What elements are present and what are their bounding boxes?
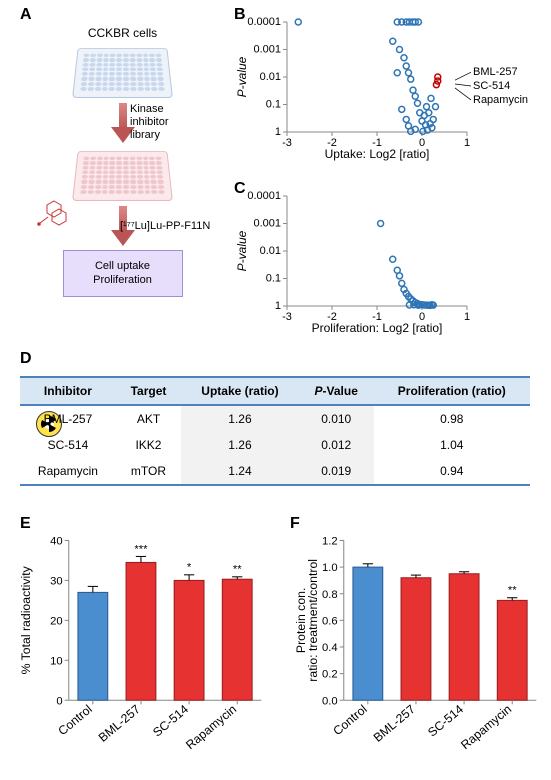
svg-text:0.0001: 0.0001 <box>247 16 281 28</box>
svg-text:SC-514: SC-514 <box>150 702 191 740</box>
svg-text:0.0001: 0.0001 <box>247 190 281 202</box>
svg-text:***: *** <box>134 543 148 555</box>
table-header-row: InhibitorTargetUptake (ratio)P-ValueProl… <box>20 377 530 405</box>
step1-label: Kinase inhibitor library <box>130 103 169 143</box>
volcano-plot-proliferation: -3-2-10110.10.010.0010.0001Proliferation… <box>232 184 497 354</box>
svg-text:0.4: 0.4 <box>322 642 338 654</box>
svg-text:1: 1 <box>464 137 470 149</box>
svg-text:ratio: treatment/control: ratio: treatment/control <box>306 559 320 682</box>
bar-chart-protein: 0.00.20.40.60.81.01.2Protein con.ratio: … <box>290 520 545 770</box>
svg-text:0.8: 0.8 <box>322 589 338 601</box>
svg-text:0.0: 0.0 <box>322 695 338 707</box>
plot-c-svg: -3-2-10110.10.010.0010.0001Proliferation… <box>232 184 532 354</box>
result-box: Cell uptake Proliferation <box>63 250 183 297</box>
svg-text:BML-257: BML-257 <box>473 66 518 78</box>
svg-text:*: * <box>187 562 192 574</box>
plot-f-svg: 0.00.20.40.60.81.01.2Protein con.ratio: … <box>290 520 545 776</box>
table-row: SC-514IKK21.260.0121.04 <box>20 432 530 458</box>
svg-text:0.01: 0.01 <box>260 71 281 83</box>
svg-text:1: 1 <box>464 311 470 323</box>
svg-text:20: 20 <box>50 615 63 627</box>
plate-treated <box>72 151 173 201</box>
svg-text:P-value: P-value <box>235 230 249 271</box>
step2-label: [¹⁷⁷Lu]Lu-PP-F11N <box>120 220 210 232</box>
svg-text:Control: Control <box>330 702 369 738</box>
svg-text:SC-514: SC-514 <box>473 80 510 92</box>
svg-text:10: 10 <box>50 655 63 667</box>
plate-untreated <box>72 48 173 98</box>
svg-text:SC-514: SC-514 <box>425 702 466 740</box>
svg-text:0.01: 0.01 <box>260 245 281 257</box>
inhibitor-table: InhibitorTargetUptake (ratio)P-ValueProl… <box>20 376 530 486</box>
bar-chart-radioactivity: 010203040% Total radioactivityControl***… <box>15 520 270 770</box>
result-box-text: Cell uptake Proliferation <box>93 260 152 286</box>
svg-text:BML-257: BML-257 <box>371 702 418 745</box>
cell-line-label: CCKBR cells <box>20 26 225 40</box>
svg-text:BML-257: BML-257 <box>96 702 143 745</box>
svg-text:Uptake: Log2 [ratio]: Uptake: Log2 [ratio] <box>325 147 430 161</box>
plot-e-svg: 010203040% Total radioactivityControl***… <box>15 520 270 776</box>
svg-text:**: ** <box>233 564 242 576</box>
svg-text:-3: -3 <box>282 311 292 323</box>
svg-text:**: ** <box>508 585 517 597</box>
svg-text:1: 1 <box>275 300 281 312</box>
svg-text:0: 0 <box>56 695 62 707</box>
svg-text:P-value: P-value <box>235 56 249 97</box>
svg-text:-3: -3 <box>282 137 292 149</box>
svg-text:Rapamycin: Rapamycin <box>183 702 239 752</box>
svg-text:1.2: 1.2 <box>322 536 338 548</box>
table-row: BML-257AKT1.260.0100.98 <box>20 405 530 432</box>
svg-text:30: 30 <box>50 576 63 588</box>
svg-text:0.1: 0.1 <box>266 273 281 285</box>
volcano-plot-uptake: -3-2-10110.10.010.0010.0001Uptake: Log2 … <box>232 10 497 180</box>
panel-a: CCKBR cells Kinase inhibitor library [¹⁷… <box>20 10 225 340</box>
svg-text:0.1: 0.1 <box>266 99 281 111</box>
svg-text:0.001: 0.001 <box>253 44 281 56</box>
svg-text:0.6: 0.6 <box>322 615 338 627</box>
svg-text:Rapamycin: Rapamycin <box>473 94 528 106</box>
table-row: RapamycinmTOR1.240.0190.94 <box>20 458 530 485</box>
inhibitor-table-container: InhibitorTargetUptake (ratio)P-ValueProl… <box>20 354 530 486</box>
table-body: BML-257AKT1.260.0100.98SC-514IKK21.260.0… <box>20 405 530 485</box>
svg-text:Control: Control <box>55 702 94 738</box>
svg-text:40: 40 <box>50 536 63 548</box>
svg-text:1: 1 <box>275 126 281 138</box>
svg-text:Proliferation: Log2 [ratio]: Proliferation: Log2 [ratio] <box>312 321 443 335</box>
svg-text:1.0: 1.0 <box>322 562 338 574</box>
svg-text:0.001: 0.001 <box>253 218 281 230</box>
svg-text:Rapamycin: Rapamycin <box>458 702 514 752</box>
plot-b-svg: -3-2-10110.10.010.0010.0001Uptake: Log2 … <box>232 10 532 180</box>
svg-text:% Total radioactivity: % Total radioactivity <box>19 565 33 674</box>
svg-text:0.2: 0.2 <box>322 669 338 681</box>
